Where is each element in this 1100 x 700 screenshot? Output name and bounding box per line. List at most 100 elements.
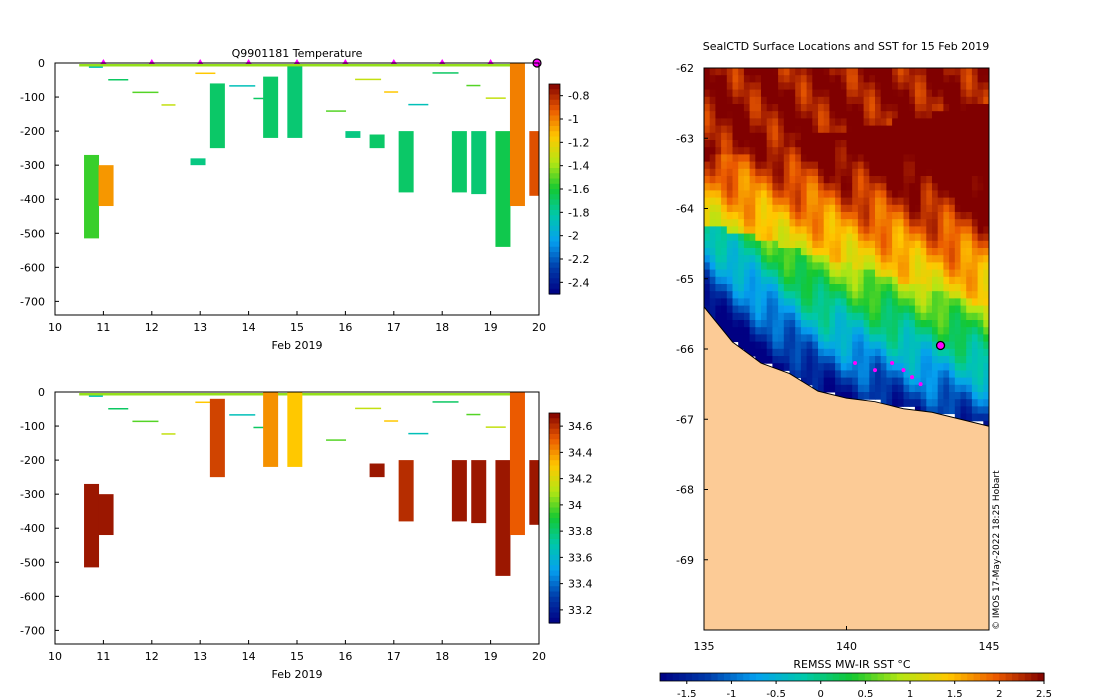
sst-grid-cell [863,240,870,249]
sst-grid-cell [943,82,950,91]
sst-grid-cell [715,75,722,83]
sst-grid-cell [903,204,910,213]
sst-grid-cell [709,255,716,263]
sst-grid-cell [852,392,859,400]
sst-grid-cell [738,276,745,285]
sst-grid-cell [749,341,756,350]
sst-grid-cell [983,312,990,321]
sst-grid-cell [715,240,722,249]
sst-grid-cell [892,226,899,235]
sst-grid-cell [949,82,956,91]
sst-grid-cell [738,341,745,350]
sst-grid-cell [766,356,773,364]
sst-grid-cell [704,154,711,163]
sst-grid-cell [806,168,813,177]
sst-grid-cell [835,118,842,127]
sst-grid-cell [761,140,768,148]
sst-grid-cell [914,298,922,307]
sst-grid-cell [709,226,716,235]
sst-grid-cell [926,168,933,177]
sst-grid-cell [835,298,842,307]
sst-grid-cell [783,68,790,76]
sst-grid-cell [721,262,728,271]
sst-grid-cell [863,384,870,393]
temperature-title: Q9901181 Temperature [232,47,363,60]
sst-grid-cell [772,96,779,105]
sst-grid-cell [857,147,865,155]
sst-grid-cell [966,363,973,371]
sst-grid-cell [778,168,785,177]
sst-colorbar-tick-label: 0 [818,689,824,700]
sst-grid-cell [761,111,768,119]
sst-grid-cell [949,248,956,256]
sst-grid-cell [983,75,990,83]
sst-grid-cell [743,312,751,321]
sst-grid-cell [812,197,819,206]
sst-grid-cell [783,348,790,357]
sst-grid-cell [835,168,842,177]
sst-grid-cell [732,269,739,278]
sst-grid-cell [875,89,882,98]
sst-grid-cell [743,140,751,148]
sst-grid-cell [914,168,922,177]
sst-grid-cell [937,190,944,199]
sst-grid-cell [977,276,984,285]
sst-grid-cell [823,262,830,271]
sst-grid-cell [875,320,882,328]
sst-grid-cell [704,233,711,242]
sst-grid-cell [778,348,785,357]
sst-grid-cell [783,190,790,199]
sst-grid-cell [840,320,847,328]
sst-grid-cell [835,284,842,292]
sst-grid-cell [840,233,847,242]
sst-grid-cell [937,356,944,364]
sst-grid-cell [960,82,967,91]
lat-tick-label: -65 [676,273,694,286]
sst-grid-cell [715,140,722,148]
sst-grid-cell [852,190,859,199]
p1-colorbar-tick-label: -1 [568,113,579,126]
p2-streak [326,439,347,441]
sst-grid-cell [755,176,762,184]
sst-grid-cell [806,96,813,105]
sst-grid-cell [789,291,796,299]
p2-colorbar-segment [549,581,560,587]
sst-grid-cell [903,399,910,407]
sst-grid-cell [932,219,939,227]
sst-grid-cell [869,312,876,321]
sst-grid-cell [704,75,711,83]
sst-grid-cell [960,190,967,199]
sst-grid-cell [857,96,865,105]
sst-grid-cell [766,348,773,357]
sst-grid-cell [738,75,745,83]
sst-grid-cell [704,89,711,98]
sst-grid-cell [755,212,762,220]
sst-grid-cell [761,348,768,357]
sst-grid-cell [886,118,893,127]
seal-position [910,375,915,380]
sst-grid-cell [738,111,745,119]
sst-grid-cell [846,291,853,299]
sst-grid-cell [755,89,762,98]
sst-grid-cell [954,132,961,141]
sst-grid-cell [761,89,768,98]
sst-grid-cell [914,334,922,343]
sst-grid-cell [937,233,944,242]
sst-grid-cell [818,248,825,256]
sst-grid-cell [823,183,830,191]
sst-grid-cell [926,255,933,263]
sst-grid-cell [920,320,927,328]
sst-grid-cell [897,262,904,271]
sst-grid-cell [789,75,796,83]
sst-grid-cell [783,219,790,227]
sst-grid-cell [812,356,819,364]
sst-grid-cell [892,140,899,148]
sst-grid-cell [983,327,990,335]
sst-colorbar-tick-label: 2 [996,689,1002,700]
sst-grid-cell [789,176,796,184]
sst-grid-cell [766,291,773,299]
sst-grid-cell [823,240,830,249]
sst-colorbar-segment [736,673,744,681]
sst-grid-cell [829,118,836,127]
sst-grid-cell [721,111,728,119]
